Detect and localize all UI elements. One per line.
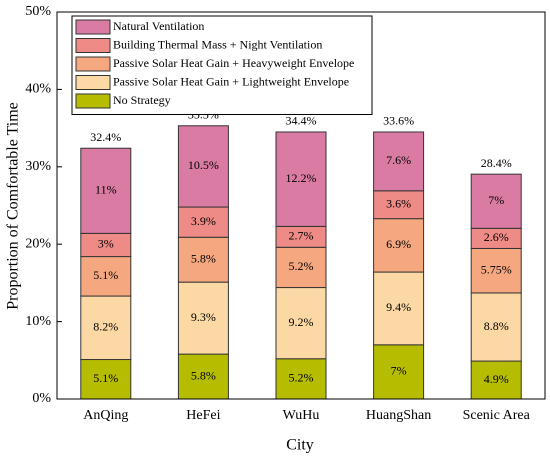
legend-swatch — [75, 56, 111, 72]
value-label: 6.9% — [386, 237, 411, 251]
y-tick-label: 10% — [25, 314, 51, 329]
y-tick-label: 50% — [25, 4, 51, 19]
total-label: 32.4% — [90, 130, 121, 144]
value-label: 7.6% — [386, 153, 411, 167]
legend-box — [71, 15, 373, 115]
legend-swatch — [75, 38, 111, 53]
value-label: 3% — [98, 237, 114, 251]
value-label: 5.2% — [289, 259, 314, 273]
value-label: 10.5% — [188, 158, 219, 172]
value-label: 8.2% — [93, 320, 118, 334]
total-label: 34.4% — [286, 114, 317, 128]
bar-segment — [177, 125, 229, 208]
value-label: 2.7% — [289, 229, 314, 243]
bar-segment — [275, 246, 327, 289]
legend-label: Passive Solar Heat Gain + Heavyweight En… — [113, 56, 354, 70]
value-label: 7% — [391, 364, 407, 378]
bar-segment — [470, 292, 522, 362]
bar-segment — [275, 287, 327, 360]
value-label: 9.2% — [289, 315, 314, 329]
bar-segment — [470, 173, 522, 229]
bar-segment — [373, 344, 425, 400]
value-label: 5.8% — [191, 251, 216, 265]
value-label: 9.3% — [191, 310, 216, 324]
value-label: 7% — [488, 193, 504, 207]
value-label: 5.8% — [191, 368, 216, 382]
value-label: 5.75% — [481, 262, 512, 276]
value-label: 5.2% — [289, 371, 314, 385]
legend-swatch — [75, 93, 111, 109]
value-label: 3.6% — [386, 196, 411, 210]
bar-segment — [177, 353, 229, 400]
value-label: 2.6% — [484, 230, 509, 244]
total-label: 33.6% — [383, 114, 414, 128]
value-label: 11% — [95, 183, 117, 197]
legend-label: Passive Solar Heat Gain + Lightweight En… — [113, 74, 349, 88]
x-tick-label: AnQing — [83, 408, 128, 423]
y-tick-label: 0% — [32, 391, 51, 406]
x-tick-label: Scenic Area — [463, 408, 531, 423]
value-label: 9.4% — [386, 300, 411, 314]
x-tick-label: WuHu — [283, 408, 320, 423]
bar-segment — [80, 295, 132, 361]
value-label: 4.9% — [484, 372, 509, 386]
legend-label: Building Thermal Mass + Night Ventilatio… — [113, 37, 322, 51]
value-label: 3.9% — [191, 214, 216, 228]
bar-segment — [275, 358, 327, 400]
y-tick-label: 20% — [25, 236, 51, 251]
bar-segment — [373, 131, 425, 192]
bar-segment — [80, 256, 132, 297]
y-axis-title: Proportion of Comfortable Time — [5, 102, 22, 310]
value-label: 8.8% — [484, 319, 509, 333]
value-label: 5.1% — [93, 371, 118, 385]
y-tick-label: 40% — [25, 82, 51, 97]
x-axis-title: City — [286, 437, 314, 454]
bar-segment — [80, 147, 132, 234]
bar-segment — [373, 271, 425, 346]
y-tick-label: 30% — [25, 159, 51, 174]
bar-segment — [470, 247, 522, 294]
value-label: 12.2% — [286, 171, 317, 185]
bar-segment — [373, 218, 425, 273]
x-tick-label: HuangShan — [366, 408, 431, 423]
plot-frame — [56, 11, 546, 400]
x-tick-label: HeFei — [186, 408, 220, 423]
value-label: 5.1% — [93, 268, 118, 282]
legend-label: Natural Ventilation — [113, 19, 204, 33]
total-label: 28.4% — [481, 156, 512, 170]
legend-swatch — [75, 75, 111, 90]
bar-segment — [275, 131, 327, 227]
legend-label: No Strategy — [113, 93, 171, 107]
bar-segment — [373, 190, 425, 220]
legend-swatch — [75, 19, 111, 35]
